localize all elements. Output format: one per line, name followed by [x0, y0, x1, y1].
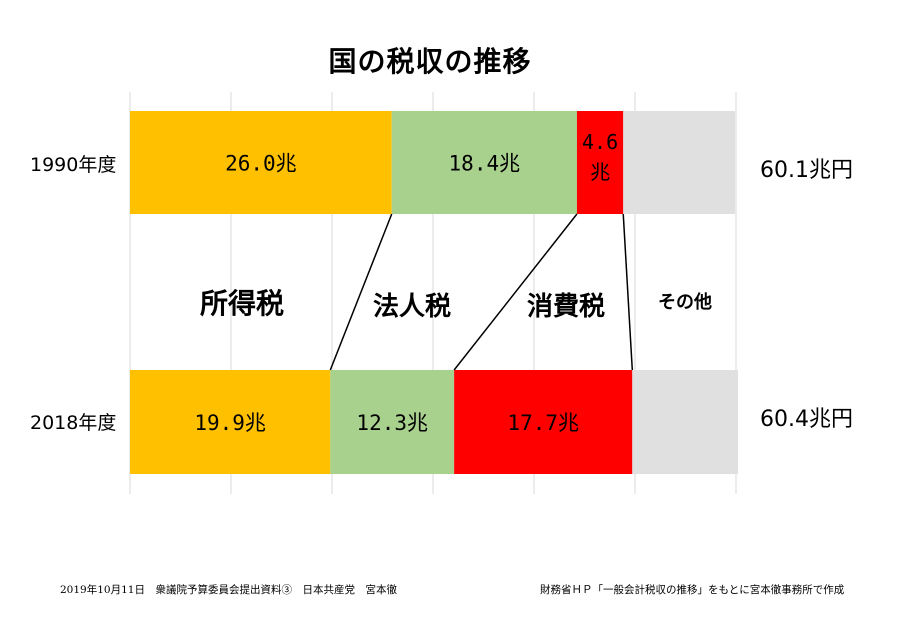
bar-segment-1-0 [391, 111, 577, 214]
footer-left: 2019年10月11日 衆議院予算委員会提出資料③ 日本共産党 宮本徹 [60, 584, 397, 596]
bar-value-label: 兆 [590, 160, 610, 184]
category-label-corporate-tax: 法人税 [372, 292, 451, 322]
bar-segment-0-1 [130, 370, 331, 474]
bar-segment-3-0 [623, 111, 735, 214]
bar-value-label: 18.4兆 [449, 152, 521, 176]
category-label-consumption-tax: 消費税 [526, 292, 605, 322]
bar-value-label: 12.3兆 [356, 411, 428, 435]
category-label-income-tax: 所得税 [199, 287, 284, 320]
connector-line [622, 213, 634, 371]
connector-line [453, 213, 578, 371]
footer-right: 財務省ＨＰ「一般会計税収の推移」をもとに宮本徹事務所で作成 [540, 584, 845, 596]
bar-value-label: 4.6 [582, 130, 618, 154]
bar-value-label: 17.7兆 [507, 411, 579, 435]
bar-value-label: 26.0兆 [225, 152, 297, 176]
bar-segment-2-0 [576, 111, 624, 214]
total-2018: 60.4兆円 [760, 407, 853, 432]
connector-line [329, 213, 393, 371]
bar-segment-0-0 [130, 111, 392, 214]
chart-title: 国の税収の推移 [328, 45, 532, 78]
row-label-2018: 2018年度 [30, 412, 117, 434]
category-label-other: その他 [658, 292, 712, 313]
bar-segment-3-1 [632, 370, 738, 474]
row-label-1990: 1990年度 [30, 154, 117, 176]
bar-value-label: 19.9兆 [194, 411, 266, 435]
bar-segment-2-1 [454, 370, 633, 474]
total-1990: 60.1兆円 [760, 158, 853, 183]
bar-segment-1-1 [330, 370, 455, 474]
